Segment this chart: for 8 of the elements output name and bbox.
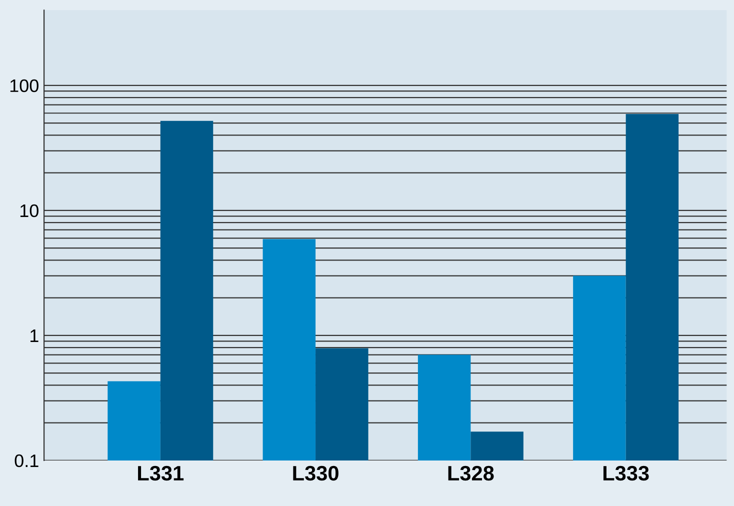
y-tick-label: 10 [20, 204, 38, 218]
y-tick-label: 1 [30, 330, 38, 342]
x-tick-label: L330 [293, 466, 338, 481]
x-tick-label: L333 [603, 466, 649, 481]
y-tick-label: 100 [10, 79, 38, 92]
y-tick-label: 0.1 [14, 454, 38, 468]
x-tick-label: L331 [138, 466, 184, 481]
x-tick-label: L328 [448, 466, 494, 481]
